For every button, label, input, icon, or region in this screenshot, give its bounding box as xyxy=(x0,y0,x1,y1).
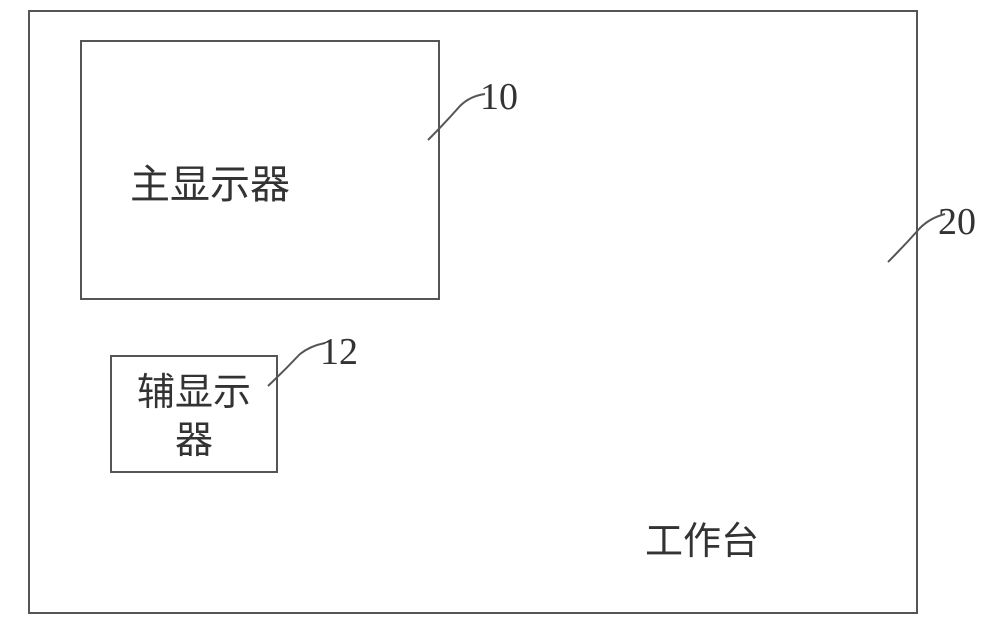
aux-display-label-line1: 辅显示 xyxy=(137,372,251,414)
aux-display-callout-number: 12 xyxy=(320,330,358,374)
aux-display-label: 辅显示 器 xyxy=(126,370,262,465)
workbench-callout-number: 20 xyxy=(938,200,976,244)
aux-display-label-line2: 器 xyxy=(175,420,213,462)
main-display-label: 主显示器 xyxy=(130,152,290,210)
main-display-callout-number: 10 xyxy=(480,75,518,119)
workbench-label: 工作台 xyxy=(645,510,759,565)
